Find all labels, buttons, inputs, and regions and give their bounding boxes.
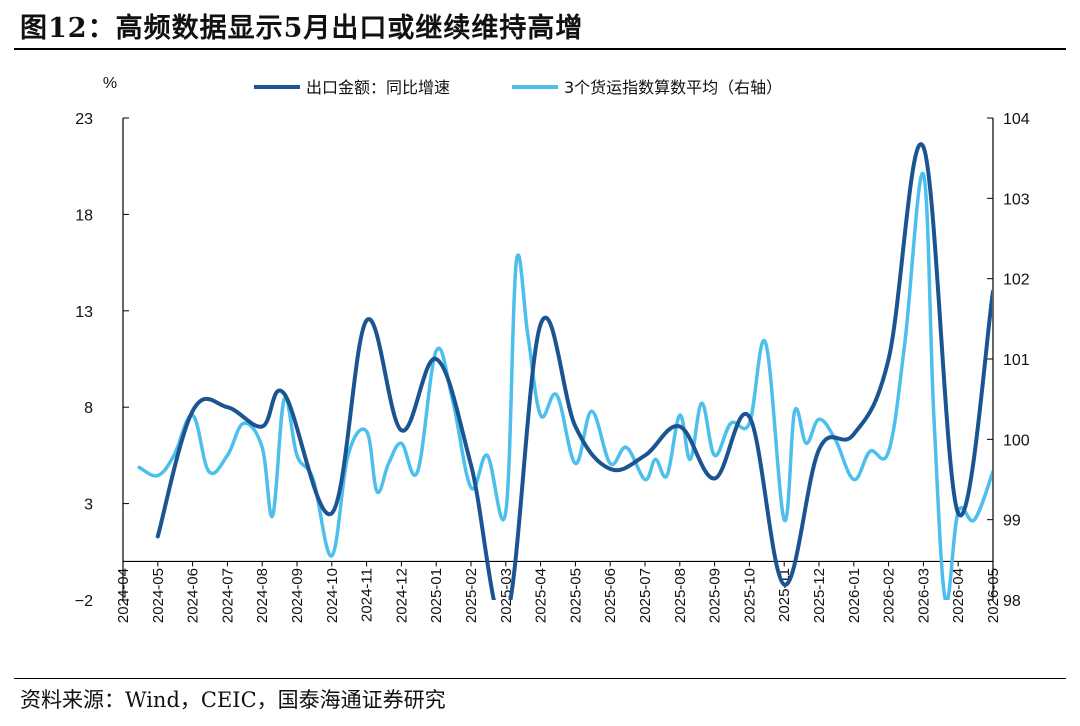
x-tick-label: 2024-04 — [115, 568, 132, 623]
x-tick-label: 2026-03 — [915, 568, 932, 623]
right-y-tick-label: 99 — [1003, 513, 1021, 530]
legend-item-freight-index: 3个货运指数算数平均（右轴） — [512, 78, 782, 97]
right-y-tick-label: 100 — [1003, 432, 1030, 449]
legend-item-export-yoy: 出口金额：同比增速 — [254, 78, 450, 97]
x-tick-label: 2025-02 — [463, 568, 480, 623]
bottom-rule — [14, 678, 1066, 679]
right-y-tick-label: 98 — [1003, 593, 1021, 610]
right-y-tick-label: 104 — [1003, 111, 1030, 128]
x-tick-label: 2025-10 — [741, 568, 758, 623]
x-tick-label: 2025-04 — [533, 568, 550, 623]
left-y-tick-label: 18 — [75, 207, 93, 224]
x-tick-label: 2024-06 — [185, 568, 202, 623]
x-tick-label: 2024-07 — [219, 568, 236, 623]
left-y-tick-label: 8 — [84, 400, 93, 417]
axes-layer: −2 3 8 13 18 23% 98 99 100 101 102 103 104 2024-04 202… — [75, 75, 1030, 623]
legend: 出口金额：同比增速 3个货运指数算数平均（右轴） — [254, 78, 782, 97]
x-tick-label: 2025-12 — [811, 568, 828, 623]
left-y-tick-label: −2 — [75, 593, 93, 610]
x-tick-label: 2025-06 — [602, 568, 619, 623]
legend-label: 3个货运指数算数平均（右轴） — [564, 78, 782, 97]
x-tick-label: 2024-12 — [393, 568, 410, 623]
x-tick-label: 2026-02 — [881, 568, 898, 623]
x-tick-label: 2025-03 — [498, 568, 515, 623]
x-tick-label: 2024-08 — [254, 568, 271, 623]
x-tick-label: 2024-09 — [289, 568, 306, 623]
right-y-tick-label: 102 — [1003, 272, 1030, 289]
x-tick-label: 2024-10 — [324, 568, 341, 623]
left-y-unit: % — [103, 75, 117, 92]
x-tick-label: 2024-11 — [359, 568, 376, 622]
x-tick-label: 2026-04 — [950, 568, 967, 623]
left-y-tick-label: 13 — [75, 304, 93, 321]
x-tick-label: 2024-05 — [150, 568, 167, 623]
series-layer — [137, 142, 992, 600]
x-tick-label: 2026-05 — [985, 568, 1002, 623]
x-tick-label: 2025-05 — [567, 568, 584, 623]
figure-title: 图12：高频数据显示5月出口或继续维持高增 — [20, 13, 584, 44]
right-y-tick-label: 103 — [1003, 191, 1030, 208]
x-tick-label: 2025-09 — [707, 568, 724, 623]
left-y-tick-label: 23 — [75, 111, 93, 128]
x-tick-label: 2025-07 — [637, 568, 654, 623]
right-y-tick-label: 101 — [1003, 352, 1030, 369]
x-tick-label: 2025-01 — [428, 568, 445, 623]
top-rule — [14, 48, 1066, 50]
x-tick-label: 2025-08 — [672, 568, 689, 623]
series-line-freight-index — [137, 171, 992, 600]
source-note: 资料来源：Wind，CEIC，国泰海通证券研究 — [20, 688, 446, 712]
x-tick-label: 2026-01 — [846, 568, 863, 623]
left-y-tick-label: 3 — [84, 497, 93, 514]
legend-label: 出口金额：同比增速 — [306, 78, 450, 97]
series-line-export-yoy — [155, 142, 992, 600]
